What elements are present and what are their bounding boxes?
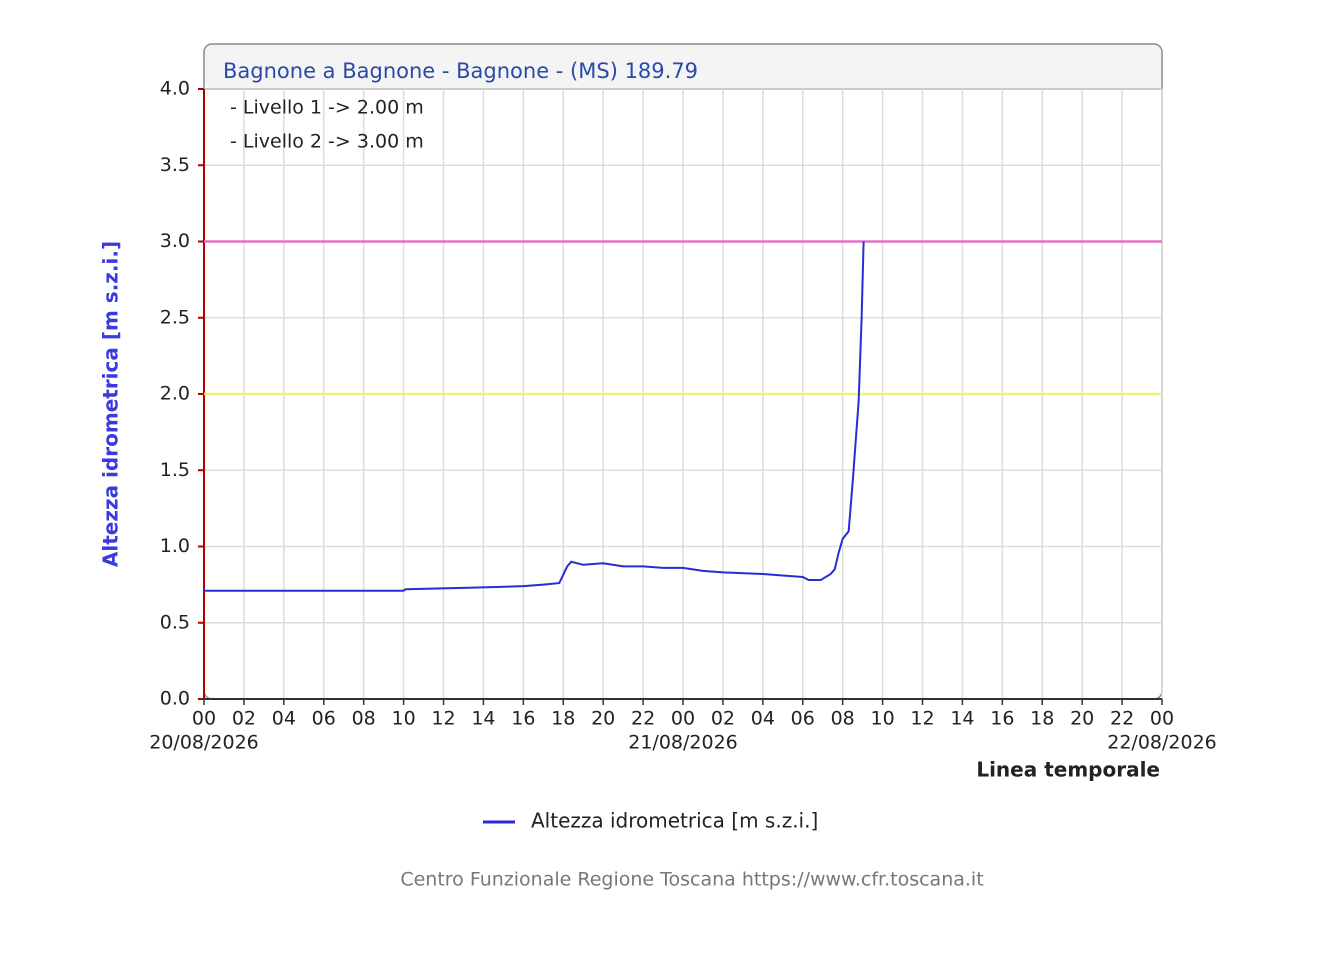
x-tick-label: 06	[791, 708, 815, 730]
x-tick-label: 02	[711, 708, 735, 730]
chart-title: Bagnone a Bagnone - Bagnone - (MS) 189.7…	[223, 59, 698, 83]
x-tick-label: 02	[232, 708, 256, 730]
x-tick-label: 10	[391, 708, 415, 730]
x-tick-label: 00	[671, 708, 695, 730]
x-tick-label: 22	[1110, 708, 1134, 730]
x-tick-label: 04	[272, 708, 296, 730]
x-tick-label: 18	[1030, 708, 1054, 730]
y-axis-label: Altezza idrometrica [m s.z.i.]	[99, 241, 123, 567]
title-box	[205, 45, 1161, 89]
x-tick-label: 20	[1070, 708, 1094, 730]
x-tick-label: 12	[431, 708, 455, 730]
x-tick-label: 00	[1150, 708, 1174, 730]
x-tick-label: 04	[751, 708, 775, 730]
x-date-label: 22/08/2026	[1107, 732, 1217, 754]
x-tick-label: 06	[312, 708, 336, 730]
x-tick-label: 18	[551, 708, 575, 730]
x-tick-label: 22	[631, 708, 655, 730]
data-line	[204, 241, 865, 592]
x-tick-label: 12	[910, 708, 934, 730]
y-tick-label: 2.5	[160, 306, 190, 328]
x-tick-label: 16	[511, 708, 535, 730]
x-tick-label: 20	[591, 708, 615, 730]
y-tick-label: 2.0	[160, 383, 190, 405]
x-tick-label: 00	[192, 708, 216, 730]
y-tick-label: 3.5	[160, 154, 190, 176]
threshold-label: - Livello 1 -> 2.00 m	[230, 97, 424, 119]
y-tick-label: 3.0	[160, 230, 190, 252]
x-tick-label: 14	[471, 708, 495, 730]
y-tick-label: 0.5	[160, 611, 190, 633]
y-tick-label: 1.5	[160, 459, 190, 481]
x-tick-label: 08	[831, 708, 855, 730]
y-tick-label: 4.0	[160, 78, 190, 100]
threshold-label: - Livello 2 -> 3.00 m	[230, 131, 424, 153]
y-tick-label: 1.0	[160, 535, 190, 557]
footer: Centro Funzionale Regione Toscana https:…	[400, 869, 983, 891]
legend-label: Altezza idrometrica [m s.z.i.]	[531, 809, 818, 833]
x-tick-label: 10	[870, 708, 894, 730]
x-date-label: 21/08/2026	[628, 732, 738, 754]
x-date-label: 20/08/2026	[149, 732, 259, 754]
x-tick-label: 16	[990, 708, 1014, 730]
x-tick-label: 14	[950, 708, 974, 730]
y-tick-label: 0.0	[160, 688, 190, 710]
x-axis-label: Linea temporale	[976, 758, 1160, 782]
x-tick-label: 08	[352, 708, 376, 730]
